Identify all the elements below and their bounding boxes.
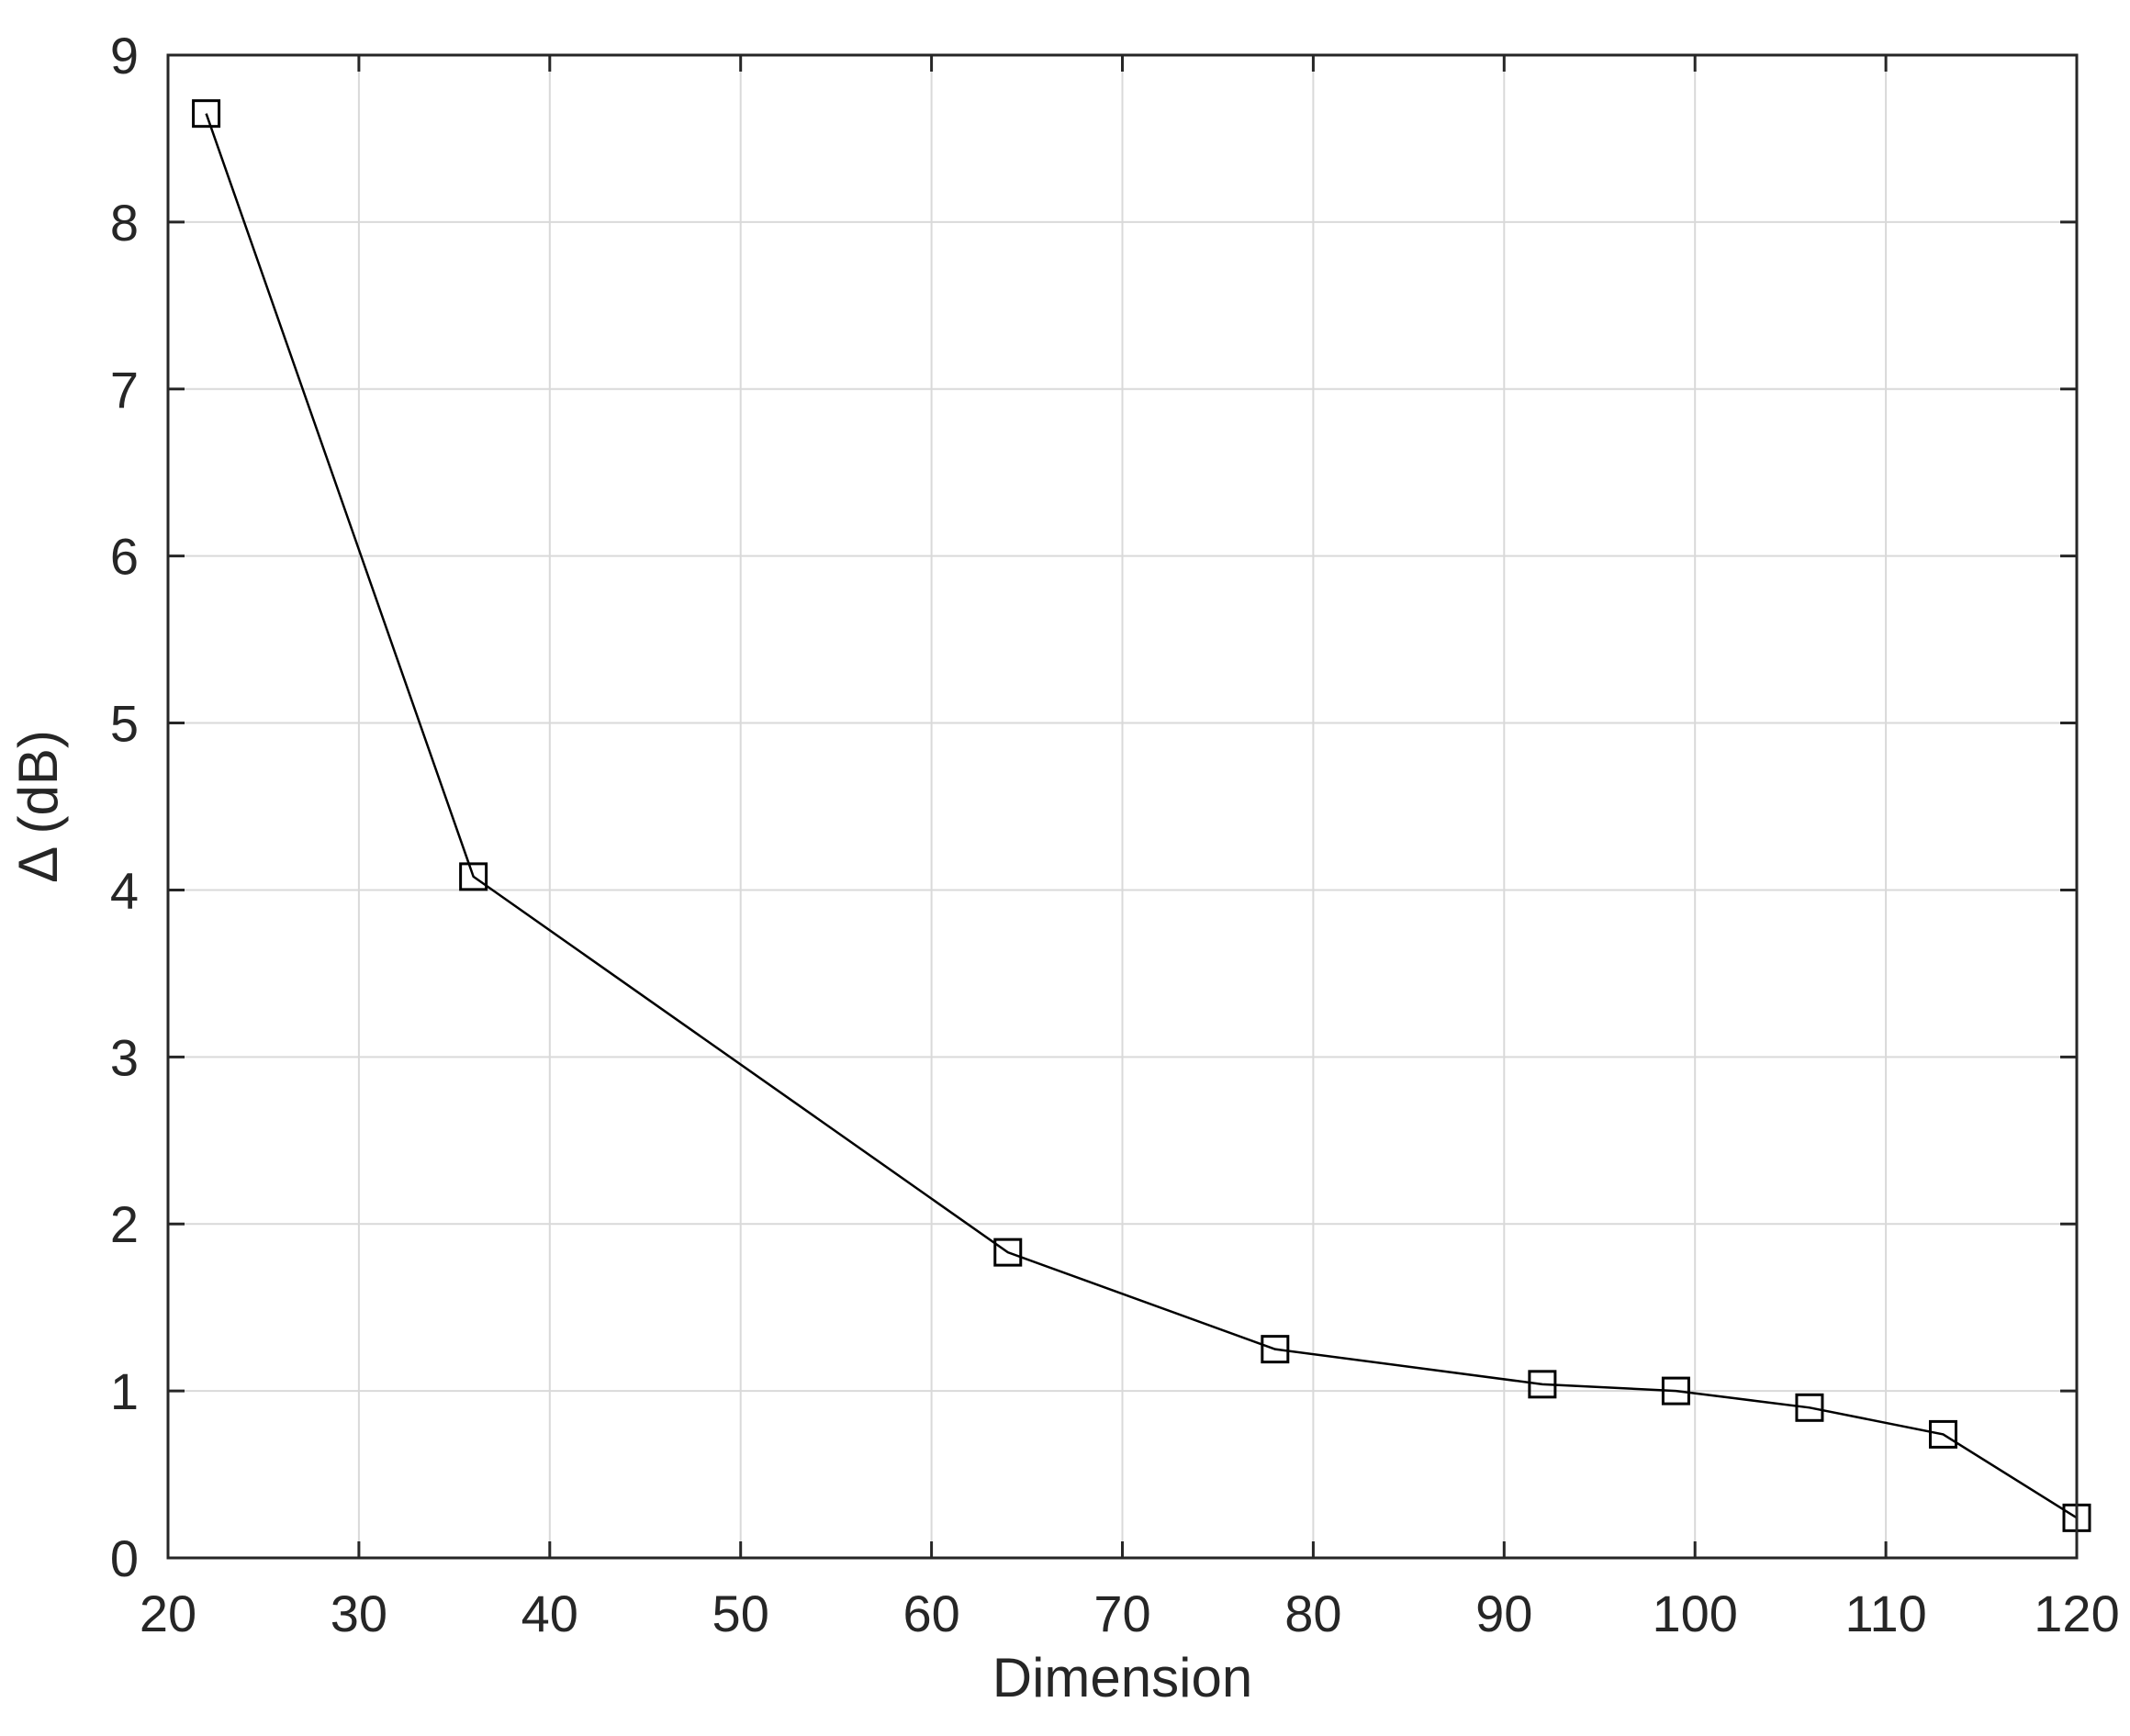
x-tick-label: 90 bbox=[1475, 1585, 1532, 1642]
y-tick-label: 1 bbox=[110, 1362, 139, 1420]
plot-frame bbox=[166, 53, 2079, 1560]
x-tick-label: 100 bbox=[1652, 1585, 1737, 1642]
y-tick-label: 8 bbox=[110, 194, 139, 252]
x-tick-label: 40 bbox=[521, 1585, 578, 1642]
data-point-marker bbox=[192, 99, 221, 129]
x-tick-label: 70 bbox=[1093, 1585, 1150, 1642]
y-tick-label: 7 bbox=[110, 361, 139, 419]
grid-lines bbox=[167, 54, 2078, 1559]
data-point-marker bbox=[1261, 1335, 1290, 1364]
y-tick-label: 3 bbox=[110, 1028, 139, 1086]
y-tick-label: 9 bbox=[110, 27, 139, 84]
series bbox=[192, 99, 2091, 1532]
data-point-marker bbox=[1928, 1419, 1957, 1449]
x-tick-label: 30 bbox=[331, 1585, 387, 1642]
y-tick-label: 2 bbox=[110, 1195, 139, 1253]
x-tick-label: 120 bbox=[2034, 1585, 2119, 1642]
y-tick-label: 0 bbox=[110, 1529, 139, 1587]
x-tick-label: 110 bbox=[1844, 1585, 1926, 1642]
y-axis-title: Δ (dB) bbox=[7, 730, 69, 883]
x-tick-labels: 20 30 40 50 60 70 80 90 100 110 120 bbox=[140, 1585, 2120, 1642]
data-point-marker bbox=[1528, 1370, 1557, 1399]
x-tick-label: 60 bbox=[902, 1585, 959, 1642]
y-tick-label: 5 bbox=[110, 695, 139, 753]
y-tick-label: 4 bbox=[110, 861, 139, 919]
x-tick-label: 50 bbox=[712, 1585, 769, 1642]
data-point-marker bbox=[459, 862, 488, 891]
series-line bbox=[205, 113, 2078, 1519]
x-tick-label: 80 bbox=[1284, 1585, 1341, 1642]
y-tick-label: 6 bbox=[110, 528, 139, 586]
data-point-marker bbox=[1661, 1376, 1690, 1406]
x-axis-title: Dimension bbox=[992, 1647, 1252, 1708]
data-point-marker bbox=[993, 1238, 1023, 1267]
data-point-marker bbox=[1795, 1393, 1824, 1422]
y-tick-labels: 0 1 2 3 4 5 6 7 8 9 bbox=[110, 27, 139, 1587]
x-tick-label: 20 bbox=[140, 1585, 196, 1642]
